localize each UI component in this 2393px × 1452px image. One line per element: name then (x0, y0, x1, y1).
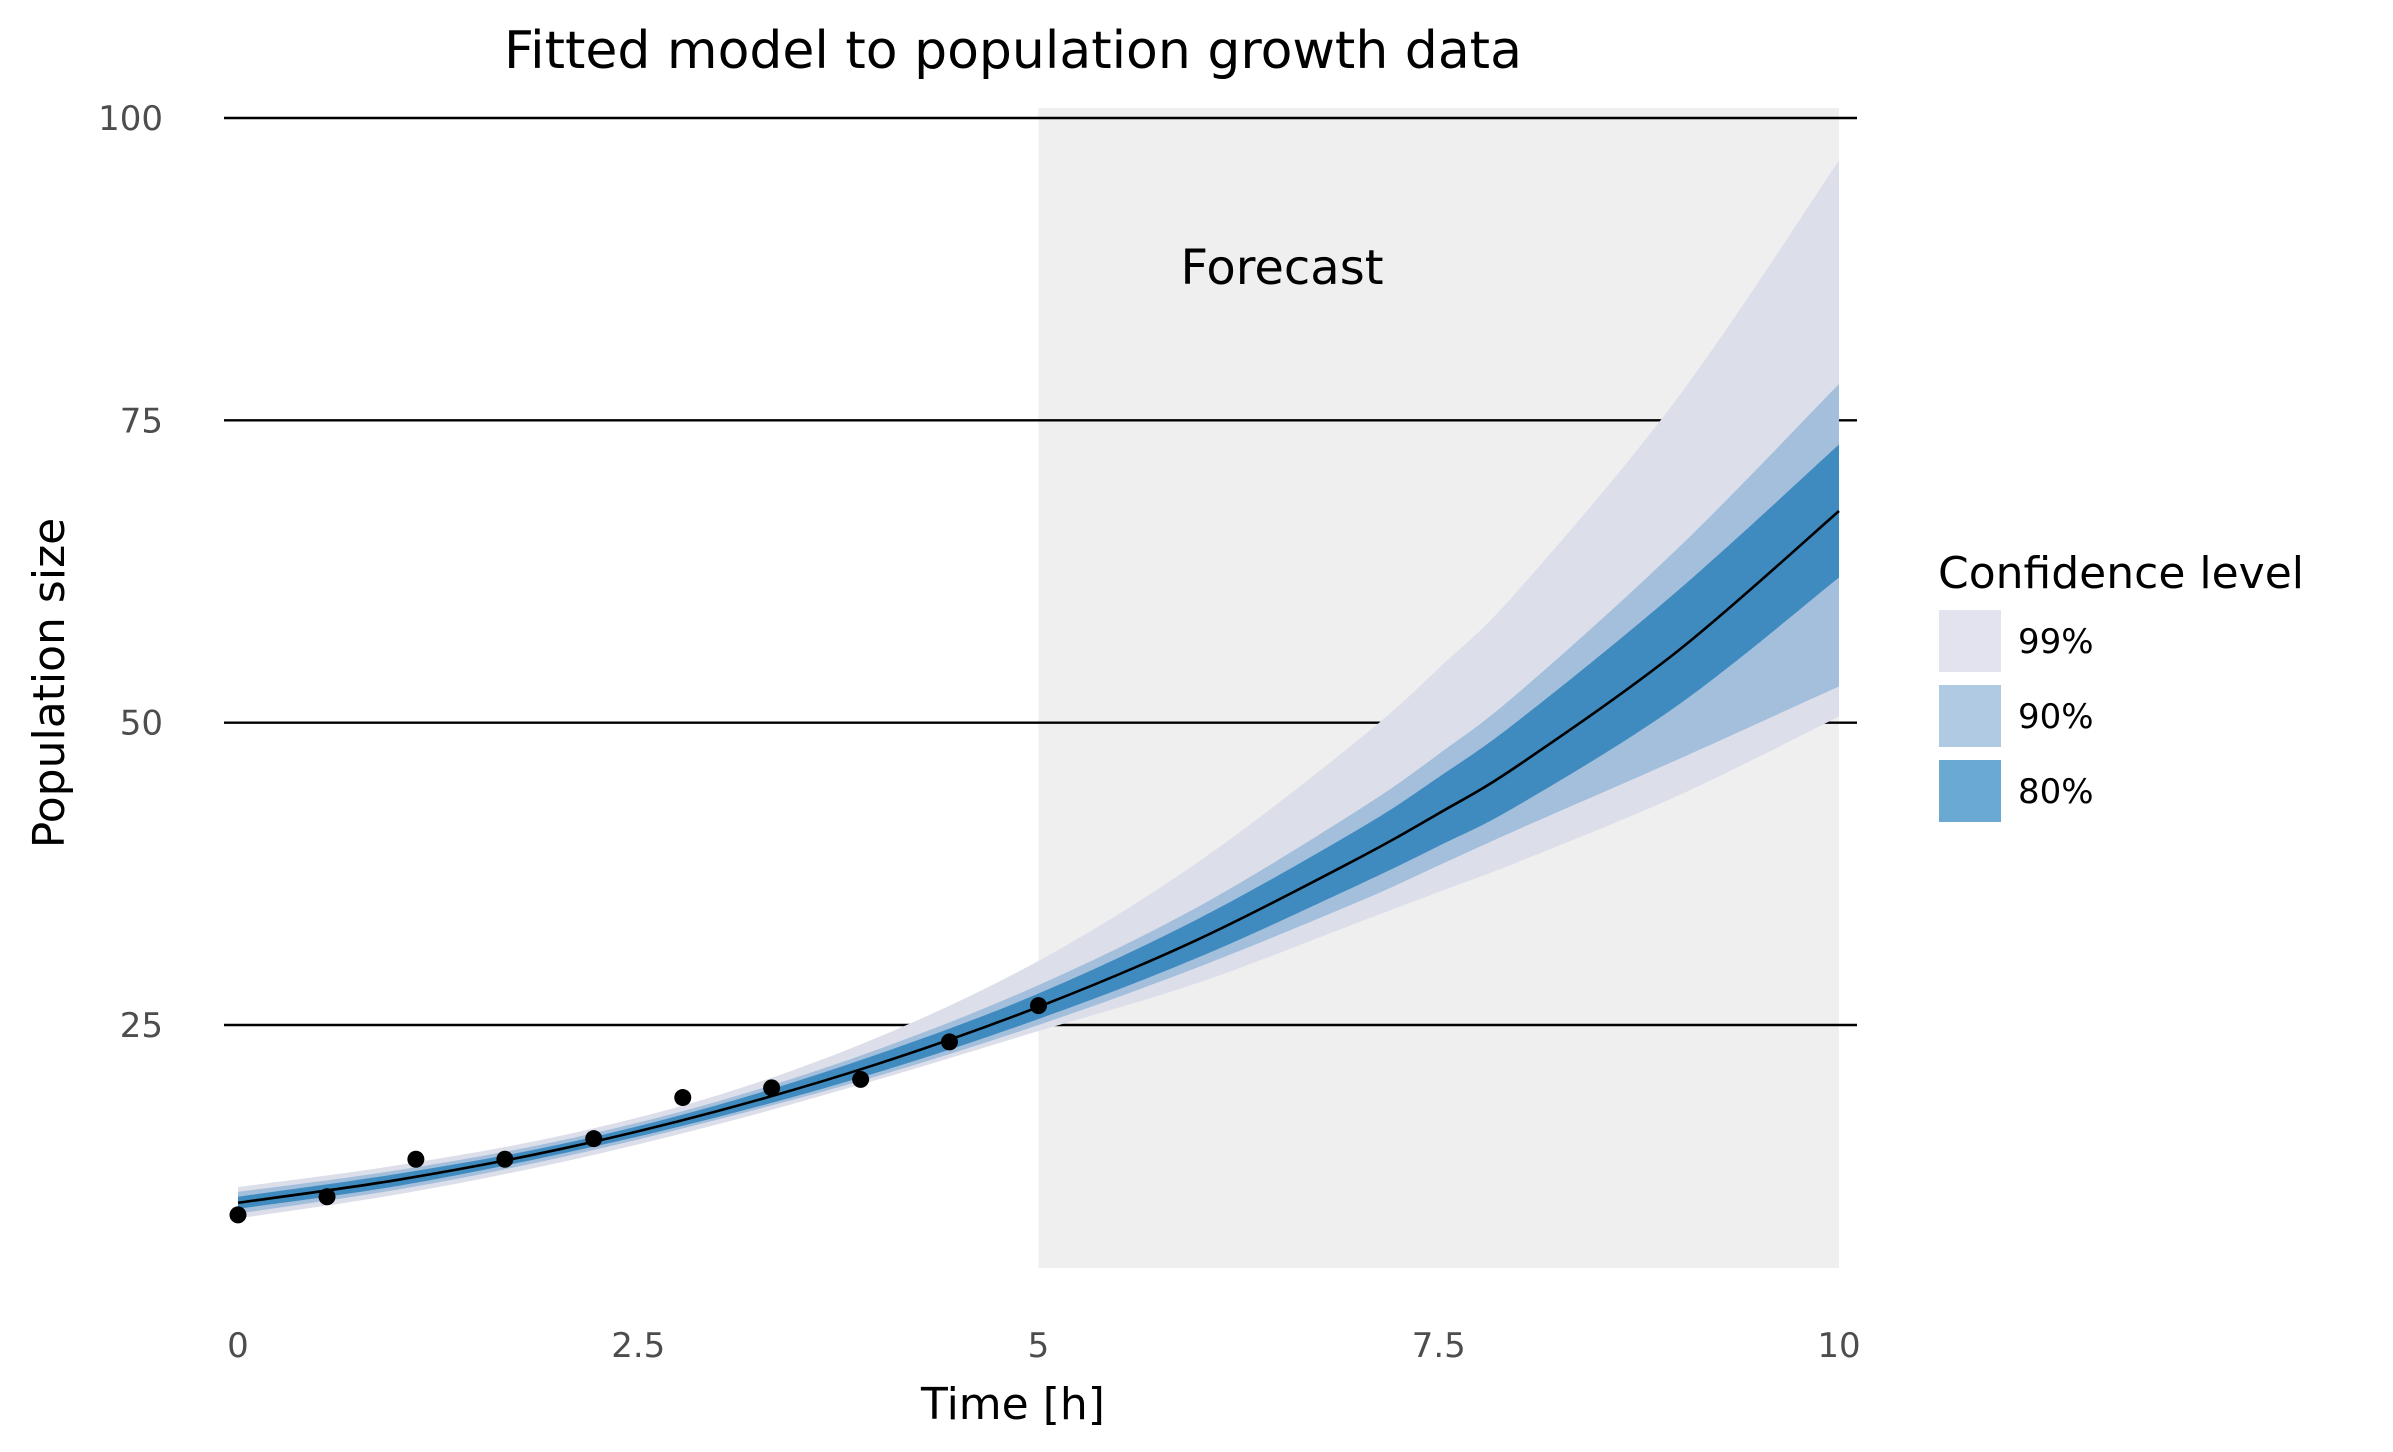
legend-label: 80% (2018, 772, 2094, 812)
fitted-curve (237, 510, 1840, 1205)
data-point (585, 1130, 603, 1148)
legend-label: 99% (2018, 622, 2094, 662)
y-tick-label: 100 (98, 99, 163, 139)
data-point (1030, 997, 1047, 1015)
data-point (763, 1079, 781, 1097)
x-tick-label: 2.5 (611, 1326, 665, 1366)
legend-swatch-99pct (1939, 610, 2001, 672)
y-tick-label: 25 (120, 1006, 163, 1046)
y-axis-label: Population size (24, 518, 75, 848)
legend-label: 90% (2018, 697, 2094, 737)
data-point (940, 1033, 958, 1051)
data-point (496, 1150, 514, 1168)
forecast-label: Forecast (1180, 240, 1383, 296)
x-tick-label: 10 (1817, 1326, 1860, 1366)
data-point (318, 1188, 336, 1206)
legend-swatch-90pct (1939, 685, 2001, 747)
y-tick-label: 75 (120, 401, 163, 441)
data-point (229, 1206, 247, 1224)
x-tick-label: 5 (1028, 1326, 1050, 1366)
y-tick-label: 50 (120, 704, 163, 744)
y-tick-labels: 25 50 75 100 (98, 99, 163, 1046)
x-tick-label: 0 (227, 1326, 249, 1366)
legend-title: Confidence level (1938, 548, 2304, 599)
legend-items: 99% 90% 80% (1939, 610, 2094, 822)
x-tick-labels: 0 2.5 5 7.5 10 (227, 1326, 1860, 1366)
data-point (852, 1070, 870, 1088)
legend: Confidence level 99% 90% 80% (1938, 548, 2304, 822)
x-tick-label: 7.5 (1412, 1326, 1466, 1366)
data-point (674, 1089, 692, 1107)
x-axis-label: Time [h] (920, 1379, 1105, 1430)
observed-points (229, 997, 1047, 1224)
chart-title: Fitted model to population growth data (504, 21, 1522, 81)
fitted-curve-group (237, 510, 1840, 1205)
legend-swatch-80pct (1939, 760, 2001, 822)
gridlines (224, 116, 1857, 1027)
data-point (407, 1150, 425, 1168)
